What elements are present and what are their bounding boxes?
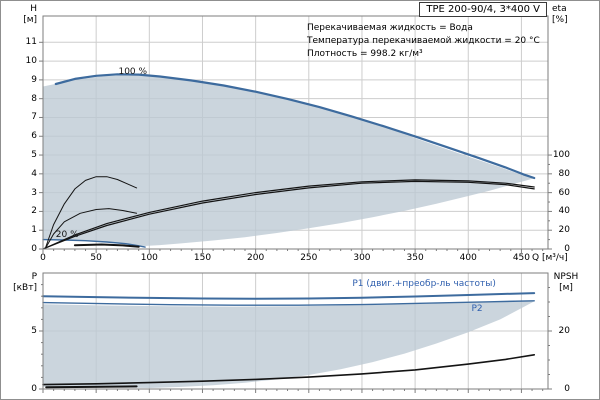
y-tick-label: 0 [31, 384, 37, 394]
y-tick-label: 5 [31, 326, 37, 336]
y-tick-label: 9 [31, 74, 37, 85]
hq-efficiency-chart [39, 15, 552, 253]
h-axis-label: H [м] [7, 4, 37, 26]
power-npsh-chart [39, 272, 552, 393]
eta-axis-label: eta [%] [552, 4, 578, 26]
sec-tick-label: 0 [564, 384, 570, 394]
operating-envelope-0 [43, 75, 535, 247]
curve-label-100pct: 100 % [118, 66, 148, 77]
y-tick-label: 8 [31, 93, 37, 104]
curve-label-p2: P2 [471, 304, 483, 315]
x-tick-label: 150 [193, 253, 212, 263]
curve-eta-arc-low-speed-b [44, 208, 138, 250]
eta-axis-label-line2: [%] [552, 15, 568, 25]
x-tick-label: 0 [40, 253, 46, 263]
y-tick-label: 4 [31, 168, 37, 179]
annotation-temperature: Температура перекачиваемой жидкости = 20… [307, 36, 540, 46]
sec-tick-label: 20 [558, 326, 570, 336]
curve-p-min-speed-stub [45, 385, 138, 389]
y-tick-label: 11 [25, 37, 37, 48]
sec-tick-label: 20 [558, 225, 570, 236]
y-tick-label: 6 [31, 131, 37, 142]
x-tick-label: 300 [353, 253, 371, 263]
y-tick-label: 2 [31, 206, 37, 217]
curve-p2 [42, 300, 535, 306]
p-axis-label: P [кВт] [3, 272, 37, 294]
curve-eta-pump [42, 179, 535, 250]
annotation-fluid: Перекачиваемая жидкость = Вода [307, 23, 473, 33]
curve-p1 [42, 292, 536, 300]
pump-model-title: TPE 200-90/4, 3*400 V [419, 2, 547, 17]
h-axis-label-line1: H [30, 4, 37, 14]
p-axis-label-line2: [кВт] [13, 283, 37, 293]
y-tick-label: 0 [31, 244, 37, 254]
x-tick-label: 450 [512, 253, 530, 263]
npsh-axis-label-line2: [м] [559, 283, 573, 293]
y-tick-label: 1 [31, 225, 37, 236]
curve-label-p1: P1 (двиг.+преобр-ль частоты) [352, 278, 496, 289]
curve-npsh [42, 353, 536, 386]
sec-tick-label: 80 [558, 168, 570, 179]
sec-tick-label: 0 [564, 244, 570, 254]
curve-eta-pump-motor [42, 180, 535, 250]
sec-tick-label: 60 [558, 187, 570, 198]
y-tick-label: 10 [25, 56, 37, 67]
curve-head-100pct [54, 73, 536, 180]
x-tick-label: 200 [247, 253, 265, 263]
y-tick-label: 3 [31, 187, 37, 198]
x-tick-label: 250 [300, 253, 318, 263]
h-axis-label-line2: [м] [23, 15, 37, 25]
y-tick-label: 7 [31, 112, 37, 123]
eta-axis-label-line1: eta [552, 4, 567, 14]
npsh-axis-label: NPSH [м] [547, 272, 585, 294]
x-tick-label: 350 [406, 253, 424, 263]
annotation-density: Плотность = 998.2 кг/м³ [307, 49, 423, 59]
x-tick-label: 400 [459, 253, 477, 263]
fluid-annotations: Перекачиваемая жидкость = Вода Температу… [307, 22, 540, 61]
x-tick-label: 100 [140, 253, 158, 263]
p-axis-label-line1: P [31, 272, 37, 282]
sec-tick-label: 40 [558, 206, 570, 217]
curve-label-20pct: 20 % [55, 230, 79, 241]
q-axis-label: Q [м³/ч] [532, 253, 568, 263]
operating-envelope-1 [43, 301, 535, 388]
x-tick-label: 50 [90, 253, 102, 263]
curve-eta-arc-low-speed-a [44, 176, 138, 250]
y-tick-label: 5 [31, 150, 37, 161]
sec-tick-label: 100 [552, 150, 570, 161]
curve-head-low-speed-stub [73, 243, 140, 248]
npsh-axis-label-line1: NPSH [553, 272, 579, 282]
